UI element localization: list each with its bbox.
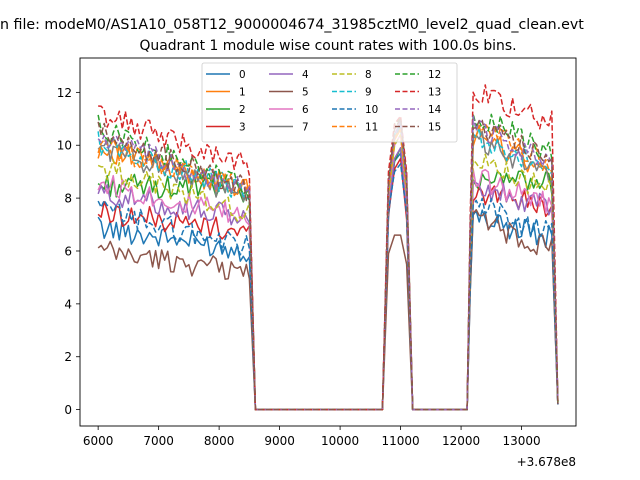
- legend-label-4: 4: [302, 69, 309, 81]
- legend-label-15: 15: [428, 122, 441, 134]
- y-tick-label: 4: [64, 297, 72, 311]
- legend-label-12: 12: [428, 69, 441, 81]
- y-tick-label: 0: [64, 403, 72, 417]
- legend-label-5: 5: [302, 87, 309, 99]
- legend-label-13: 13: [428, 87, 441, 99]
- legend-label-11: 11: [365, 122, 378, 134]
- series-line-1: [97, 125, 559, 411]
- x-tick-label: 9000: [264, 434, 295, 448]
- series-line-10: [97, 163, 559, 411]
- x-tick-label: 8000: [204, 434, 235, 448]
- legend-label-8: 8: [365, 69, 372, 81]
- x-tick-label: 7000: [143, 434, 174, 448]
- x-tick-label: 10000: [321, 434, 359, 448]
- series-line-14: [97, 115, 559, 411]
- x-tick-label: 12000: [442, 434, 480, 448]
- x-tick-label: 6000: [83, 434, 114, 448]
- legend-label-6: 6: [302, 104, 309, 116]
- series-line-7: [97, 125, 559, 411]
- figure-suptitle: n file: modeM0/AS1A10_058T12_9000004674_…: [0, 17, 584, 33]
- series-line-5: [97, 209, 559, 411]
- y-tick-label: 8: [64, 192, 72, 206]
- series-line-13: [98, 84, 559, 411]
- series-layer: [97, 84, 559, 411]
- x-axis-offset-label: +3.678e8: [517, 455, 576, 469]
- legend-label-3: 3: [239, 122, 246, 134]
- series-line-4: [97, 147, 559, 411]
- legend-label-10: 10: [365, 104, 378, 116]
- legend-label-7: 7: [302, 122, 309, 134]
- series-line-0: [97, 152, 559, 411]
- y-tick-label: 6: [64, 244, 72, 258]
- y-tick-label: 2: [64, 350, 72, 364]
- legend-frame: [201, 62, 458, 143]
- y-tick-label: 12: [57, 86, 72, 100]
- legend-label-2: 2: [239, 104, 246, 116]
- x-tick-label: 11000: [381, 434, 419, 448]
- y-axis: 0 2 4 6 8 10 12: [57, 86, 80, 417]
- legend-label-14: 14: [428, 104, 442, 116]
- chart-title: Quadrant 1 module wise count rates with …: [139, 38, 516, 54]
- legend-label-1: 1: [239, 87, 246, 99]
- x-axis: 6000 7000 8000 9000 10000 11000 12000 13000: [83, 426, 541, 448]
- series-line-12: [97, 113, 559, 411]
- y-tick-label: 10: [57, 139, 72, 153]
- legend-label-9: 9: [365, 87, 372, 99]
- plot-area: [79, 57, 577, 427]
- series-line-8: [97, 133, 559, 411]
- series-line-15: [97, 118, 559, 411]
- axes-frame: [79, 57, 577, 427]
- legend-label-0: 0: [239, 69, 246, 81]
- x-tick-label: 13000: [502, 434, 540, 448]
